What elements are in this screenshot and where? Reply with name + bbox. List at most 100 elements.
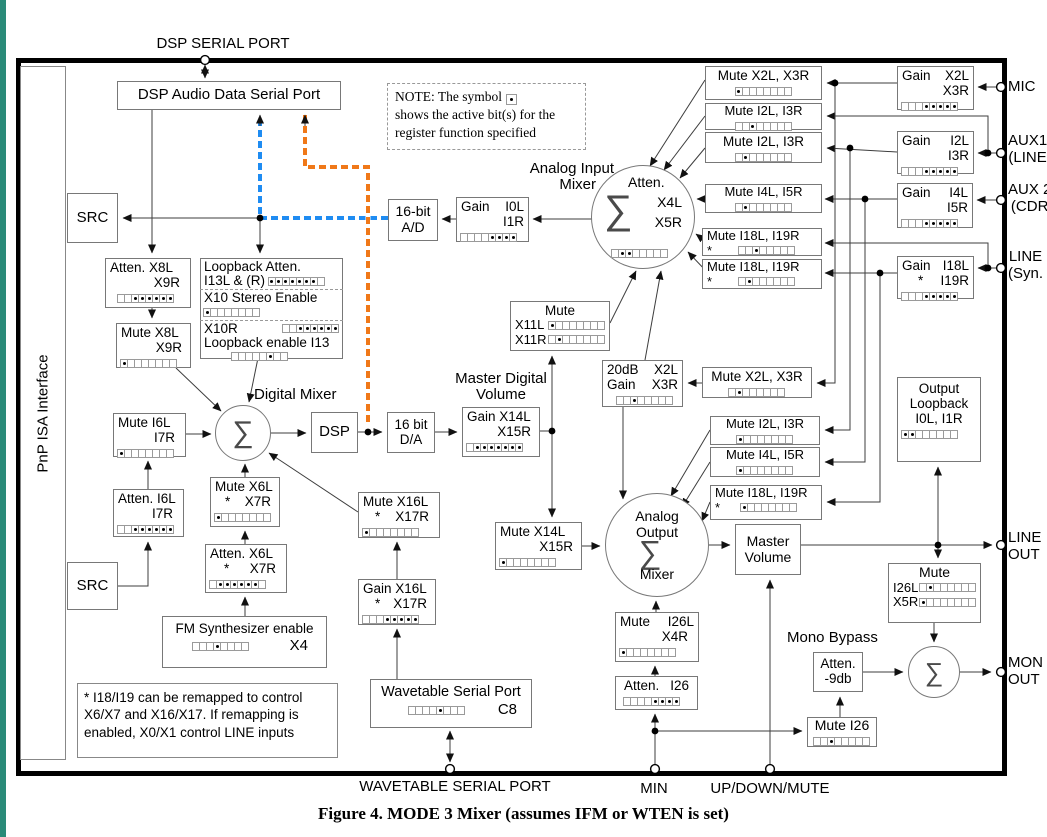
port-up-down-mute <box>764 763 776 775</box>
mute-x11l-register <box>548 320 605 330</box>
mute-x6-register <box>214 513 271 523</box>
port-line-out <box>995 539 1007 551</box>
digital-mixer-label: Digital Mixer <box>254 386 337 403</box>
gain-i18-register <box>901 292 958 302</box>
mute-i18-a-box: Mute I18L, I19R * <box>702 228 822 257</box>
sigma-icon: ∑ <box>232 416 254 449</box>
gain-i4-box: Gain I4L I5R <box>897 183 973 229</box>
atten-x6-box: Atten. X6L * X7R <box>205 544 287 593</box>
mute-i18-b-box: Mute I18L, I19R * <box>702 259 822 289</box>
mute-i26l-register <box>919 583 976 593</box>
src-bottom-box: SRC <box>67 562 118 610</box>
sigma-icon: ∑ <box>924 656 944 687</box>
atten-9db-box: Atten. -9db <box>813 652 863 692</box>
mono-bypass-label: Mono Bypass <box>787 629 878 646</box>
fm-synth-register <box>192 642 249 651</box>
pnp-isa-interface-box: PnP ISA Interface <box>20 66 66 760</box>
master-volume-box: Master Volume <box>735 524 801 575</box>
mute-i2-b-register <box>734 153 792 163</box>
analog-input-mixer-circle: Atten. ∑ X4L X5R <box>591 165 695 269</box>
mute-x8-register <box>120 359 177 369</box>
mute-i26-x4-register <box>619 648 676 658</box>
mon-out-label: MON OUT <box>1008 654 1043 688</box>
dsp-serial-port-label: DSP SERIAL PORT <box>156 35 290 52</box>
loopback-atten-box: Loopback Atten. I13L & (R) X10 Stereo En… <box>200 258 343 362</box>
mute-x16-box: Mute X16L * X17R <box>358 492 440 538</box>
wavetable-serial-box: Wavetable Serial Port C8 <box>370 679 532 728</box>
mute-i6-box: Mute I6L I7R <box>113 413 186 459</box>
atten-x6-register <box>209 580 266 590</box>
output-loopback-box: Output Loopback I0L, I1R <box>897 377 981 462</box>
mute-i2-a-box: Mute I2L, I3R <box>705 103 822 131</box>
mic-boost-register <box>616 396 673 406</box>
mute-x11-box: Mute X11L X11R <box>510 301 610 351</box>
mute-i2-mid-register <box>736 434 793 444</box>
wavetable-register <box>408 706 465 716</box>
min-label: MIN <box>640 780 668 797</box>
gain-i0-box: Gain I0L I1R <box>456 197 529 243</box>
gain-x16-register <box>362 615 419 625</box>
diagram-border <box>16 58 1007 776</box>
sigma-icon: ∑ <box>604 188 633 232</box>
output-loopback-register <box>901 430 958 440</box>
mute-x14-box: Mute X14L X15R <box>495 522 582 570</box>
gain-x2-register <box>901 102 958 112</box>
gain-i2-register <box>901 167 958 177</box>
port-mic <box>995 81 1007 93</box>
analog-output-mixer-circle: Analog Output ∑ Mixer <box>605 493 709 597</box>
atten-x8-register <box>117 294 174 304</box>
mute-i4-top-box: Mute I4L, I5R <box>705 184 822 213</box>
port-min <box>649 763 661 775</box>
mute-i2-b-box: Mute I2L, I3R <box>705 132 822 163</box>
port-wavetable-serial <box>444 763 456 775</box>
port-aux2 <box>995 194 1007 206</box>
atten-i6-register <box>117 525 174 535</box>
gain-i18-box: Gain I18L * I19R <box>897 256 974 302</box>
mute-i4-top-register <box>734 202 792 212</box>
dsp-audio-serial-port-box: DSP Audio Data Serial Port <box>117 81 341 110</box>
port-mon-out <box>995 666 1007 678</box>
mute-i18-b-register <box>738 277 795 287</box>
gain-i4-register <box>901 219 958 229</box>
port-dsp-serial <box>199 54 211 66</box>
mute-i18-a-register <box>738 246 795 256</box>
src-top-box: SRC <box>67 193 118 243</box>
atten-i26-box: Atten. I26 <box>615 676 698 710</box>
adc-box: 16-bit A/D <box>388 199 438 241</box>
mute-i18-mid-register <box>740 503 797 513</box>
aux1-label: AUX1 (LINE <box>1008 132 1047 166</box>
x10r-register <box>282 324 339 334</box>
figure-caption: Figure 4. MODE 3 Mixer (assumes IFM or W… <box>318 804 729 823</box>
analog-input-mixer-label: Analog Input Mixer <box>529 160 614 194</box>
mute-x2-mid-register <box>728 388 785 398</box>
digital-mixer-circle: ∑ <box>215 405 271 461</box>
gain-i0-register <box>460 233 517 243</box>
port-aux1 <box>995 147 1007 159</box>
mute-x14-register <box>499 558 556 568</box>
line-out-label: LINE OUT <box>1008 529 1042 563</box>
gain-x14-register <box>466 443 523 453</box>
gain-i2-box: Gain I2L I3R <box>897 131 974 177</box>
loopback-atten-register <box>267 277 325 287</box>
sigma-icon: ∑ <box>638 533 662 570</box>
mute-i4-mid-box: Mute I4L, I5R <box>710 447 820 477</box>
mute-x11r-register <box>548 335 605 345</box>
mute-i26-box: Mute I26 <box>807 717 877 747</box>
atten-i26-register <box>623 697 680 707</box>
pnp-isa-interface-label: PnP ISA Interface <box>34 353 52 473</box>
mute-i2-a-register <box>734 121 792 131</box>
mic-boost-20db-box: 20dB X2L Gain X3R <box>602 360 683 407</box>
gain-x14-box: Gain X14L X15R <box>462 407 540 457</box>
mute-x8-box: Mute X8L X9R <box>116 323 191 369</box>
wavetable-serial-port-label: WAVETABLE SERIAL PORT <box>359 778 551 795</box>
mute-i6-register <box>117 449 174 459</box>
active-bit-symbol <box>506 94 517 105</box>
dsp-box: DSP <box>311 412 358 453</box>
atten-x8-box: Atten. X8L X9R <box>105 258 191 308</box>
fm-synth-box: FM Synthesizer enable X4 <box>162 616 327 668</box>
mute-x6-box: Mute X6L * X7R <box>210 477 280 527</box>
aux2-label: AUX 2 (CDR <box>1008 181 1047 215</box>
mute-x5r-register <box>919 597 976 607</box>
